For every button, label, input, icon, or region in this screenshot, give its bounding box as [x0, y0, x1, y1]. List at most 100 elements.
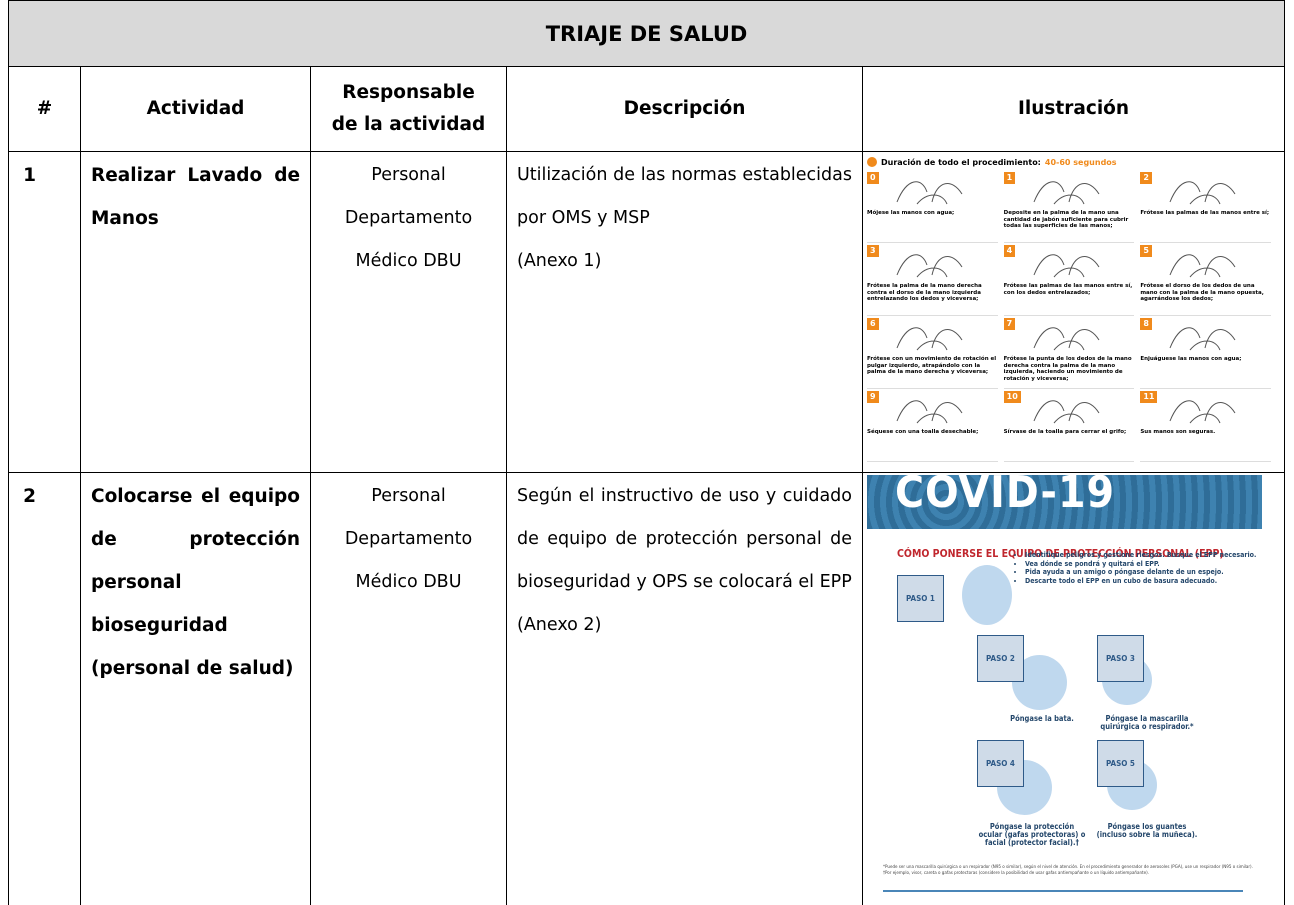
step-label: PASO 2 — [977, 635, 1024, 682]
step-panel: 3 Frótese la palma de la mano derecha con… — [867, 243, 998, 316]
step-number: 6 — [867, 318, 879, 330]
step-panel: 6 Frótese con un movimiento de rotación e… — [867, 316, 998, 389]
poster-banner — [867, 475, 1262, 529]
poster-title: COVID-19 — [895, 467, 1116, 518]
row-number: 1 — [8, 151, 81, 473]
footnote: *Puede ser una mascarilla quirúrgica o u… — [883, 865, 1253, 870]
ppe-poster: COVID-19 Enfermedad por coronavirus 2019 C… — [867, 471, 1265, 895]
step-panel: 4 Frótese las palmas de las manos entre s… — [1003, 243, 1135, 316]
step-panel: 5 Frótese el dorso de los dedos de una ma… — [1140, 243, 1271, 316]
step-label: PASO 3 — [1097, 635, 1144, 682]
hands-drawing — [896, 254, 963, 278]
handwash-chart: Duración de todo el procedimiento: 40-60 … — [867, 154, 1271, 462]
step-caption: Sus manos son seguras. — [1140, 429, 1216, 435]
hands-drawing — [1033, 400, 1100, 424]
step-number: 8 — [1140, 318, 1152, 330]
step-number: 2 — [1140, 172, 1152, 184]
figure — [962, 565, 1012, 625]
step-label: PASO 5 — [1097, 740, 1144, 787]
step-caption: Póngase los guantes (incluso sobre la mu… — [1096, 822, 1198, 839]
step-caption: Frótese las palmas de las manos entre sí… — [1003, 283, 1133, 296]
header-row: # Actividad Responsable de la actividad Desc… — [8, 66, 1286, 152]
table-row: 1 Realizar Lavado de Manos Personal Depart… — [8, 151, 1286, 473]
hands-drawing — [1169, 181, 1236, 205]
step-label: PASO 1 — [897, 575, 944, 622]
hands-drawing — [896, 181, 963, 205]
description-line: (Anexo 2) — [517, 615, 602, 635]
activity: Realizar Lavado de Manos — [80, 151, 311, 473]
step-caption: Frótese con un movimiento de rotación el… — [867, 356, 997, 375]
step-number: 10 — [1003, 391, 1021, 403]
step-panel: 9 Séquese con una toalla desechable; — [867, 389, 998, 462]
step-caption: Póngase la mascarilla quirúrgica o respi… — [1100, 714, 1194, 731]
step-number: 11 — [1140, 391, 1158, 403]
hands-drawing — [1033, 254, 1100, 278]
hands-drawing — [896, 400, 963, 424]
bullet: Pida ayuda a un amigo o póngase delante … — [1025, 568, 1265, 577]
description: Utilización de las normas establecidas p… — [506, 151, 863, 473]
icon — [867, 157, 877, 167]
description-line: (Anexo 1) — [517, 251, 602, 271]
step-caption: Sírvase de la toalla para cerrar el grif… — [1003, 429, 1127, 435]
hands-drawing — [1169, 254, 1236, 278]
bullet: Identifique peligros y gestione riesgos.… — [1025, 551, 1265, 560]
step-caption: Frótese el dorso de los dedos de una man… — [1140, 283, 1264, 302]
header-line: de la actividad — [331, 114, 486, 135]
hands-drawing — [1033, 327, 1100, 351]
step-caption: Enjuáguese las manos con agua; — [1140, 356, 1242, 362]
hands-drawing — [1169, 400, 1236, 424]
responsible: Personal Departamento Médico DBU — [310, 151, 507, 473]
poster-bullets: Identifique peligros y gestione riesgos.… — [1017, 551, 1265, 585]
handwash-heading: Duración de todo el procedimiento: 40-60 … — [867, 154, 1271, 170]
rule — [883, 890, 1243, 892]
description-line: Utilización de las normas establecidas p… — [517, 165, 852, 228]
step-panel: 7 Frótese la punta de los dedos de la man… — [1003, 316, 1135, 389]
step-panel: 11 Sus manos son seguras. — [1140, 389, 1271, 462]
step-number: 9 — [867, 391, 879, 403]
handwash-grid: 0 Mójese las manos con agua; 1 Deposite en … — [867, 170, 1271, 462]
poster-heading: CÓMO PONERSE EL EQUIPO DE PROTECCIÓN PER… — [897, 548, 1224, 560]
step-number: 4 — [1003, 245, 1016, 257]
hands-drawing — [1169, 327, 1236, 351]
header-cell: # — [8, 66, 81, 152]
bullet: Descarte todo el EPP en un cubo de basur… — [1025, 577, 1265, 586]
illustration: COVID-19 Enfermedad por coronavirus 2019 C… — [861, 471, 1286, 905]
header-cell: Ilustración — [861, 66, 1286, 152]
step-caption: Frótese la palma de la mano derecha cont… — [867, 283, 982, 302]
responsible: Personal Departamento Médico DBU — [310, 472, 507, 905]
step-label: PASO 4 — [977, 740, 1024, 787]
step-number: 5 — [1140, 245, 1152, 257]
activity: Colocarse el equipo de protección person… — [80, 472, 311, 905]
step-number: 0 — [867, 172, 879, 184]
step-caption: Póngase la bata. — [1010, 714, 1074, 723]
step-number: 3 — [867, 245, 879, 257]
row-number: 2 — [8, 472, 81, 905]
header-cell: Responsable de la actividad — [310, 66, 507, 152]
poster-subtitle: Enfermedad por coronavirus 2019 — [899, 531, 1072, 542]
step-caption: Póngase la protección ocular (gafas prot… — [978, 822, 1086, 847]
step-caption: Mójese las manos con agua; — [867, 210, 955, 216]
step-panel: 2 Frótese las palmas de las manos entre s… — [1140, 170, 1271, 243]
step-caption: Frótese las palmas de las manos entre sí… — [1140, 210, 1270, 216]
step-caption: Frótese la punta de los dedos de la mano… — [1003, 356, 1132, 382]
footnotes: *Puede ser una mascarilla quirúrgica o u… — [883, 865, 1253, 876]
header-cell: Descripción — [506, 66, 863, 152]
triage-table: TRIAJE DE SALUD # Actividad Responsable de … — [7, 0, 1286, 905]
step-caption: Séquese con una toalla desechable; — [867, 429, 979, 435]
table-row: 2 Colocarse el equipo de protección perso… — [8, 471, 1286, 905]
step-panel: 1 Deposite en la palma de la mano una can… — [1003, 170, 1135, 243]
duration-value: 40-60 segundos — [1044, 157, 1117, 167]
hands-drawing — [1033, 181, 1100, 205]
title-row: TRIAJE DE SALUD — [7, 0, 1286, 67]
hands-drawing — [896, 327, 963, 351]
description-line: Según el instructivo de uso y cuidado de… — [517, 486, 852, 592]
header-cell: Actividad — [80, 66, 311, 152]
illustration: Duración de todo el procedimiento: 40-60 … — [861, 151, 1286, 473]
description: Según el instructivo de uso y cuidado de… — [506, 472, 863, 905]
header-line: Responsable — [342, 82, 475, 103]
bullet: Vea dónde se pondrá y quitará el EPP. — [1025, 560, 1265, 569]
step-number: 1 — [1003, 172, 1016, 184]
duration-label: Duración de todo el procedimiento: — [881, 157, 1041, 167]
footnote: †Por ejemplo, visor, careta o gafas prot… — [883, 870, 1149, 876]
